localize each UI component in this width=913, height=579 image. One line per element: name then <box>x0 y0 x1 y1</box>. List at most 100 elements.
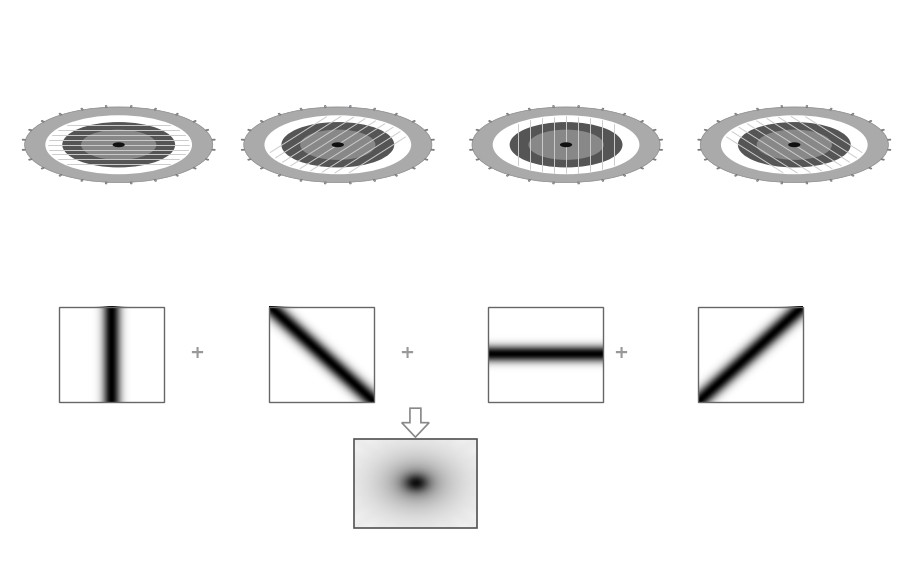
Bar <box>507 174 509 177</box>
Bar <box>412 120 415 122</box>
Bar <box>806 182 808 184</box>
Bar <box>193 167 196 169</box>
Bar <box>300 108 302 110</box>
Bar <box>28 159 32 160</box>
Bar <box>640 120 644 122</box>
Bar <box>529 179 530 181</box>
Bar <box>28 129 32 131</box>
Bar <box>488 307 603 402</box>
Bar <box>131 182 132 184</box>
Bar <box>59 113 62 115</box>
Bar <box>781 182 782 184</box>
Bar <box>868 167 872 169</box>
Bar <box>887 139 891 140</box>
Bar <box>81 179 83 181</box>
Ellipse shape <box>700 107 888 182</box>
Ellipse shape <box>738 122 851 167</box>
Bar <box>175 174 178 177</box>
Bar <box>881 129 885 131</box>
Bar <box>105 105 107 108</box>
Bar <box>698 139 701 140</box>
Bar <box>887 149 891 151</box>
Bar <box>193 120 196 122</box>
Bar <box>41 120 45 122</box>
Bar <box>212 139 215 140</box>
Ellipse shape <box>472 107 660 182</box>
Bar <box>476 129 479 131</box>
Bar <box>212 149 215 151</box>
Bar <box>324 182 326 184</box>
Bar <box>757 108 759 110</box>
Ellipse shape <box>529 130 603 160</box>
Bar <box>241 139 245 140</box>
Bar <box>653 159 656 160</box>
Bar <box>247 129 251 131</box>
Bar <box>373 108 375 110</box>
Bar <box>154 179 156 181</box>
Bar <box>425 159 428 160</box>
Bar <box>552 182 554 184</box>
Bar <box>241 149 245 151</box>
Ellipse shape <box>46 115 192 174</box>
Bar <box>350 182 352 184</box>
Bar <box>698 149 701 151</box>
Bar <box>22 149 26 151</box>
Bar <box>41 167 45 169</box>
Bar <box>623 174 625 177</box>
Bar <box>350 105 352 108</box>
Bar <box>735 174 738 177</box>
Bar <box>260 120 264 122</box>
Ellipse shape <box>81 130 156 160</box>
Bar <box>431 139 435 140</box>
Bar <box>59 174 62 177</box>
Bar <box>578 182 580 184</box>
Bar <box>105 182 107 184</box>
Ellipse shape <box>788 142 801 147</box>
Bar <box>431 149 435 151</box>
Bar <box>278 113 281 115</box>
Bar <box>704 129 708 131</box>
Bar <box>578 105 580 108</box>
Bar <box>469 149 473 151</box>
Bar <box>507 113 509 115</box>
Bar <box>22 139 26 140</box>
Bar <box>373 179 375 181</box>
Bar <box>868 120 872 122</box>
Text: +: + <box>189 344 204 362</box>
Bar <box>781 105 782 108</box>
Ellipse shape <box>509 122 623 167</box>
Ellipse shape <box>244 107 432 182</box>
Bar <box>425 129 428 131</box>
Bar <box>704 159 708 160</box>
Bar <box>131 105 132 108</box>
Bar <box>412 167 415 169</box>
Bar <box>698 307 803 402</box>
Bar <box>394 113 397 115</box>
Bar <box>602 108 603 110</box>
Bar <box>623 113 625 115</box>
Bar <box>602 179 603 181</box>
Ellipse shape <box>560 142 572 147</box>
Bar <box>851 174 854 177</box>
Ellipse shape <box>265 115 411 174</box>
Bar <box>552 105 554 108</box>
Bar <box>175 113 178 115</box>
Bar <box>59 307 164 402</box>
Bar <box>247 159 251 160</box>
Bar <box>488 120 492 122</box>
Bar <box>205 159 209 160</box>
Bar <box>830 179 832 181</box>
Text: +: + <box>399 344 414 362</box>
Bar <box>394 174 397 177</box>
Bar <box>260 167 264 169</box>
Bar <box>806 105 808 108</box>
Ellipse shape <box>721 115 867 174</box>
Ellipse shape <box>757 130 832 160</box>
Ellipse shape <box>493 115 639 174</box>
Bar <box>300 179 302 181</box>
Polygon shape <box>402 408 429 437</box>
Bar <box>717 120 720 122</box>
Bar <box>851 113 854 115</box>
Bar <box>488 167 492 169</box>
Bar <box>469 139 473 140</box>
